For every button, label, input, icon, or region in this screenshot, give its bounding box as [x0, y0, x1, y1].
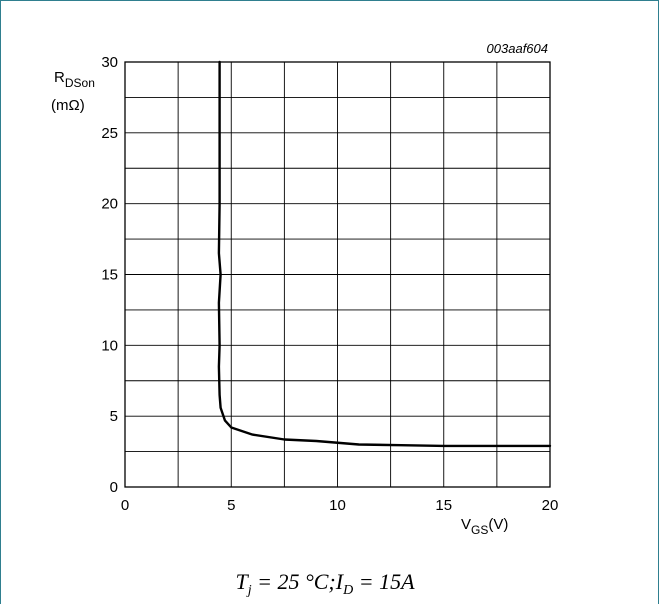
x-tick-label: 10 — [329, 497, 346, 514]
x-tick-label: 0 — [121, 497, 129, 514]
x-tick-label: 20 — [542, 497, 559, 514]
y-axis-label: RDSon — [54, 69, 95, 90]
y-tick-label: 5 — [110, 408, 118, 425]
y-tick-label: 30 — [101, 54, 118, 71]
figure-reference-label: 003aaf604 — [487, 41, 548, 56]
x-tick-label: 5 — [227, 497, 235, 514]
y-tick-label: 20 — [101, 196, 118, 213]
y-tick-label: 15 — [101, 267, 118, 284]
conditions-caption: Tj = 25 °C;ID = 15A — [235, 569, 415, 598]
x-tick-labels: 0 5 10 15 20 — [121, 497, 559, 514]
plot-frame — [124, 61, 551, 488]
y-tick-labels: 0 5 10 15 20 25 30 — [101, 54, 118, 496]
x-axis-label: VGS(V) — [461, 516, 508, 537]
y-tick-label: 0 — [110, 479, 118, 496]
grid-lines — [125, 62, 550, 487]
y-tick-label: 25 — [101, 125, 118, 142]
y-axis-unit: (mΩ) — [51, 97, 85, 114]
x-tick-label: 15 — [435, 497, 452, 514]
y-tick-label: 10 — [101, 337, 118, 354]
series-line-rdson — [217, 60, 552, 448]
